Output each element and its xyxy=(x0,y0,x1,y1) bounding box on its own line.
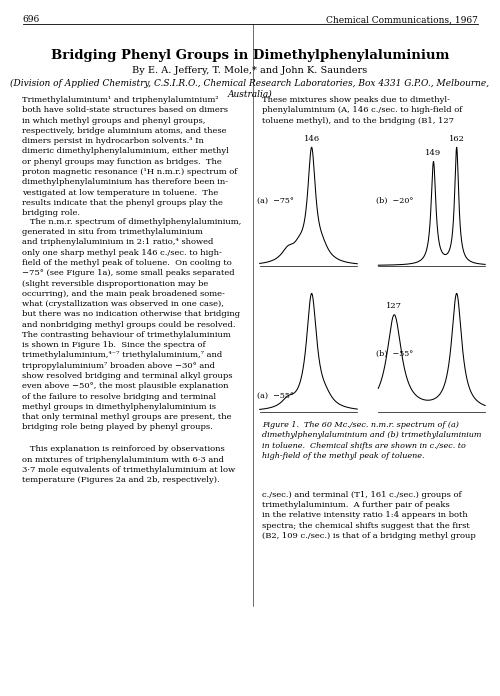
Text: 696: 696 xyxy=(22,15,40,24)
Text: Trimethylaluminium¹ and triphenylaluminium²
both have solid-state structures bas: Trimethylaluminium¹ and triphenylalumini… xyxy=(22,96,238,217)
Text: (b)  −55°: (b) −55° xyxy=(376,350,413,358)
Text: Chemical Communications, 1967: Chemical Communications, 1967 xyxy=(326,15,478,24)
Text: 162: 162 xyxy=(448,135,464,143)
Text: Bridging Phenyl Groups in Dimethylphenylaluminium: Bridging Phenyl Groups in Dimethylphenyl… xyxy=(51,49,449,62)
Text: (a)  −55°: (a) −55° xyxy=(258,393,294,400)
Text: (a)  −75°: (a) −75° xyxy=(258,197,294,205)
Text: 127: 127 xyxy=(386,302,402,310)
Text: 149: 149 xyxy=(426,149,442,157)
Text: This explanation is reinforced by observations
on mixtures of triphenylaluminium: This explanation is reinforced by observ… xyxy=(22,445,236,484)
Text: The n.m.r. spectrum of dimethylphenylaluminium,
generated in situ from trimethyl: The n.m.r. spectrum of dimethylphenylalu… xyxy=(22,218,242,432)
Text: 146: 146 xyxy=(304,135,320,143)
Text: (b)  −20°: (b) −20° xyxy=(376,197,414,205)
Text: c./sec.) and terminal (T1, 161 c./sec.) groups of
trimethylaluminium.  A further: c./sec.) and terminal (T1, 161 c./sec.) … xyxy=(262,491,476,540)
Text: By E. A. Jeffery, T. Mole,* and John K. Saunders: By E. A. Jeffery, T. Mole,* and John K. … xyxy=(132,66,368,75)
Text: Figure 1.  The 60 Mc./sec. n.m.r. spectrum of (a)
dimethylphenylaluminium and (b: Figure 1. The 60 Mc./sec. n.m.r. spectru… xyxy=(262,421,482,460)
Text: (Division of Applied Chemistry, C.S.I.R.O., Chemical Research Laboratories, Box : (Division of Applied Chemistry, C.S.I.R.… xyxy=(10,79,490,99)
Text: These mixtures show peaks due to dimethyl-
phenylaluminium (A, 146 c./sec. to hi: These mixtures show peaks due to dimethy… xyxy=(262,96,463,125)
